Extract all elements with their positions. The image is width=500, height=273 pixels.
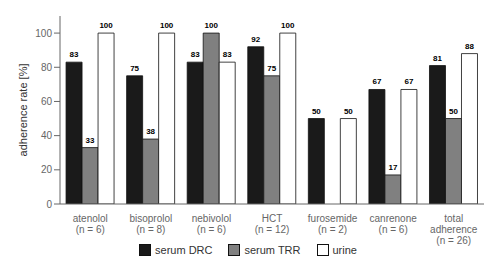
svg-text:83: 83 [70,50,79,59]
svg-text:0: 0 [46,199,52,210]
svg-text:100: 100 [205,21,219,30]
html-text:serum DRC: serum DRC [155,244,213,256]
svg-text:canrenone(n = 6): canrenone(n = 6) [370,213,418,235]
svg-text:92: 92 [251,35,260,44]
html-text:serum TRR: serum TRR [244,244,301,256]
svg-text:81: 81 [433,54,442,63]
svg-text:83: 83 [191,50,200,59]
svg-text:adherence rate [%]: adherence rate [%] [17,64,29,157]
svg-text:100: 100 [99,21,113,30]
svg-text:83: 83 [223,50,232,59]
svg-text:75: 75 [267,64,276,73]
svg-text:bisoprolol(n = 8): bisoprolol(n = 8) [129,213,172,235]
svg-text:atenolol(n = 6): atenolol(n = 6) [73,213,108,235]
svg-text:40: 40 [41,130,53,141]
svg-text:HCT(n = 12): HCT(n = 12) [255,213,290,235]
svg-text:20: 20 [41,164,53,175]
svg-text:50: 50 [312,107,321,116]
svg-text:100: 100 [35,28,52,39]
svg-text:100: 100 [281,21,295,30]
svg-text:67: 67 [404,77,413,86]
svg-text:nebivolol(n = 6): nebivolol(n = 6) [192,213,231,235]
svg-text:17: 17 [388,163,397,172]
svg-text:totaladherence(n = 26): totaladherence(n = 26) [430,213,478,246]
svg-text:67: 67 [372,77,381,86]
svg-text:60: 60 [41,96,53,107]
svg-text:80: 80 [41,62,53,73]
svg-text:50: 50 [449,107,458,116]
svg-text:38: 38 [146,127,155,136]
svg-text:33: 33 [86,136,95,145]
svg-text:100: 100 [160,21,174,30]
svg-text:furosemide(n = 2): furosemide(n = 2) [308,213,358,235]
svg-text:88: 88 [465,42,474,51]
html-text:urine: urine [332,244,357,256]
svg-text:50: 50 [344,107,353,116]
svg-text:75: 75 [130,64,139,73]
